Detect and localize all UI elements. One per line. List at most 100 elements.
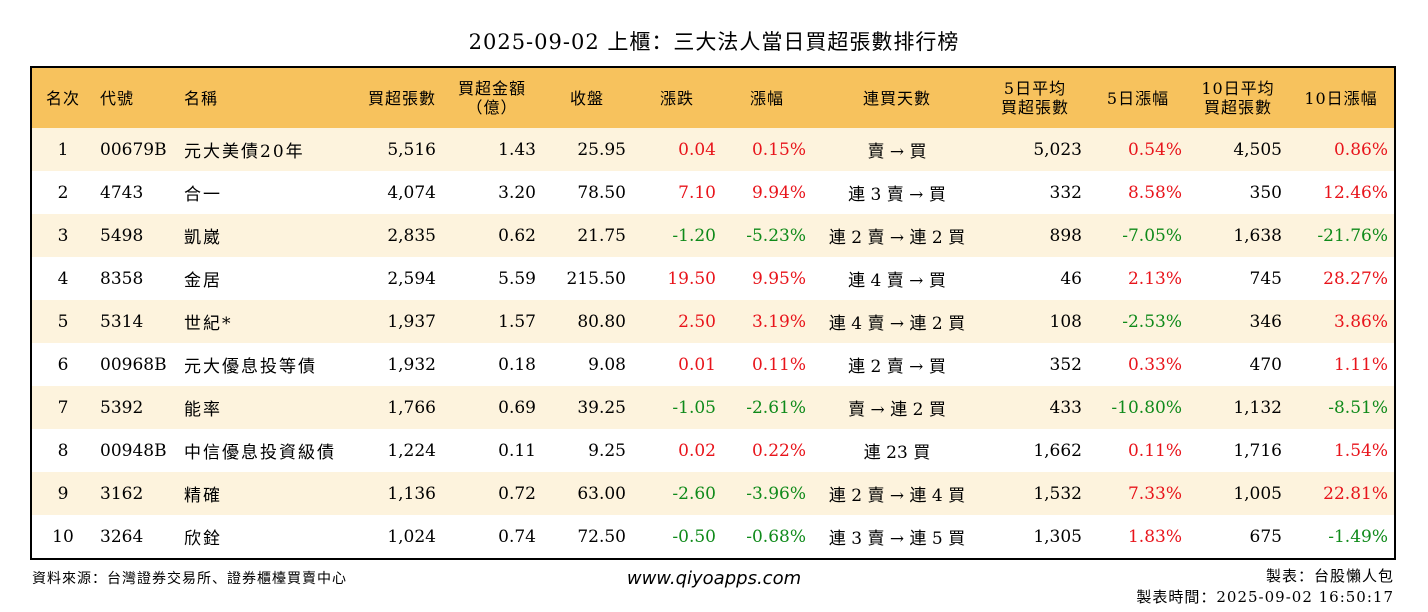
cell-avg10: 4,505 (1233, 139, 1282, 160)
cell-close: 78.50 (577, 182, 626, 203)
table-row: 9 3162 精確 1,136 0.72 63.00 -2.60 -3.96% 連 2 賣 → … (32, 472, 1394, 515)
cell-avg10: 1,716 (1233, 440, 1282, 461)
cell-buy-amount: 0.69 (498, 397, 536, 418)
cell-buy-lots: 1,224 (387, 440, 436, 461)
cell-streak: 連 2 賣 → 連 4 買 (828, 486, 966, 506)
cell-avg10: 1,638 (1233, 225, 1282, 246)
cell-buy-lots: 1,937 (387, 311, 436, 332)
cell-code: 3264 (100, 526, 144, 547)
header-change: 漲跌 (659, 88, 694, 108)
cell-code: 3162 (100, 483, 144, 504)
cell-streak: 賣 → 連 2 買 (848, 400, 946, 420)
header-avg5-line2: 買超張數 (1000, 98, 1069, 117)
cell-avg5: 1,662 (1033, 440, 1082, 461)
cell-chg10: -8.51% (1328, 397, 1388, 418)
cell-chg5: -7.05% (1122, 225, 1182, 246)
table-row: 7 5392 能率 1,766 0.69 39.25 -1.05 -2.61% 賣 → 連 2 … (32, 386, 1394, 429)
cell-chg5: 0.33% (1127, 354, 1182, 375)
cell-streak: 連 4 賣 → 連 2 買 (828, 314, 966, 334)
cell-avg10: 745 (1249, 268, 1282, 289)
cell-avg10: 470 (1249, 354, 1282, 375)
cell-buy-lots: 1,766 (387, 397, 436, 418)
cell-close: 25.95 (577, 139, 626, 160)
cell-chg10: 0.86% (1333, 139, 1388, 160)
cell-streak: 連 4 賣 → 買 (848, 271, 946, 291)
table-row: 8 00948B 中信優息投資級債 1,224 0.11 9.25 0.02 0.22% 連 2… (32, 429, 1394, 472)
cell-buy-amount: 3.20 (498, 182, 536, 203)
cell-avg10: 350 (1249, 182, 1282, 203)
cell-buy-amount: 1.43 (498, 139, 536, 160)
cell-streak: 連 3 賣 → 連 5 買 (828, 529, 966, 549)
cell-avg10: 675 (1249, 526, 1282, 547)
cell-close: 215.50 (566, 268, 626, 289)
ranking-grid: 名次 代號 名稱 買超張數 買超金額 （億） 收盤 漲跌 漲幅 連買天數 5日平… (32, 68, 1394, 558)
cell-chg5: 8.58% (1127, 182, 1182, 203)
header-buy-amount-line2: （億） (466, 98, 518, 117)
header-avg5-line1: 5日平均 (1003, 79, 1067, 98)
cell-change-pct: 0.15% (751, 139, 806, 160)
cell-name: 元大優息投等債 (184, 357, 317, 377)
header-avg10: 10日平均 買超張數 (1188, 68, 1288, 128)
cell-change: 19.50 (667, 268, 716, 289)
header-avg10-line2: 買超張數 (1203, 98, 1272, 117)
cell-change-pct: 9.95% (751, 268, 806, 289)
cell-chg10: 12.46% (1323, 182, 1388, 203)
header-change-pct: 漲幅 (749, 88, 784, 108)
cell-code: 00679B (100, 139, 167, 160)
cell-streak: 賣 → 買 (867, 142, 927, 162)
made-time: 製表時間：2025-09-02 16:50:17 (1136, 588, 1394, 606)
cell-buy-amount: 0.62 (498, 225, 536, 246)
cell-rank: 6 (57, 354, 69, 375)
cell-buy-lots: 1,024 (387, 526, 436, 547)
cell-close: 39.25 (577, 397, 626, 418)
ranking-table: 名次 代號 名稱 買超張數 買超金額 （億） 收盤 漲跌 漲幅 連買天數 5日平… (30, 66, 1396, 560)
cell-chg10: 3.86% (1333, 311, 1388, 332)
cell-chg5: 0.11% (1127, 440, 1182, 461)
table-row: 5 5314 世紀* 1,937 1.57 80.80 2.50 3.19% 連 4 賣 → 連… (32, 300, 1394, 343)
cell-change: -0.50 (672, 526, 716, 547)
cell-buy-amount: 5.59 (498, 268, 536, 289)
cell-buy-amount: 0.11 (498, 440, 536, 461)
cell-avg5: 1,305 (1033, 526, 1082, 547)
cell-chg5: 1.83% (1127, 526, 1182, 547)
cell-change: 0.01 (678, 354, 716, 375)
cell-streak: 連 2 賣 → 連 2 買 (828, 228, 966, 248)
cell-code: 4743 (100, 182, 144, 203)
cell-avg5: 46 (1060, 268, 1082, 289)
cell-rank: 1 (57, 139, 69, 160)
cell-avg5: 352 (1049, 354, 1082, 375)
cell-name: 世紀* (184, 314, 233, 334)
header-buy-lots: 買超張數 (367, 88, 436, 108)
cell-avg10: 1,132 (1233, 397, 1282, 418)
website-link[interactable]: www.qiyoapps.com (626, 568, 802, 589)
cell-chg5: 7.33% (1127, 483, 1182, 504)
cell-change: 0.04 (678, 139, 716, 160)
cell-avg5: 898 (1049, 225, 1082, 246)
cell-chg10: -21.76% (1317, 225, 1388, 246)
cell-chg10: 22.81% (1323, 483, 1388, 504)
cell-name: 中信優息投資級債 (184, 443, 336, 463)
cell-buy-amount: 1.57 (498, 311, 536, 332)
cell-buy-amount: 0.72 (498, 483, 536, 504)
cell-chg5: -10.80% (1111, 397, 1182, 418)
cell-change: -1.20 (672, 225, 716, 246)
cell-avg5: 433 (1049, 397, 1082, 418)
cell-buy-lots: 4,074 (387, 182, 436, 203)
table-body: 1 00679B 元大美債20年 5,516 1.43 25.95 0.04 0.15% 賣 →… (32, 128, 1394, 558)
cell-rank: 3 (57, 225, 69, 246)
cell-streak: 連 23 買 (863, 443, 931, 463)
cell-avg10: 346 (1249, 311, 1282, 332)
cell-name: 欣銓 (184, 529, 222, 549)
cell-buy-amount: 0.18 (498, 354, 536, 375)
cell-buy-lots: 1,932 (387, 354, 436, 375)
cell-streak: 連 2 賣 → 買 (848, 357, 946, 377)
cell-avg5: 5,023 (1033, 139, 1082, 160)
cell-avg5: 1,532 (1033, 483, 1082, 504)
header-buy-amount-line1: 買超金額 (457, 79, 526, 98)
cell-change-pct: -3.96% (746, 483, 806, 504)
cell-chg5: 2.13% (1127, 268, 1182, 289)
cell-buy-lots: 5,516 (387, 139, 436, 160)
cell-name: 能率 (184, 400, 222, 420)
table-row: 4 8358 金居 2,594 5.59 215.50 19.50 9.95% 連 4 賣 → … (32, 257, 1394, 300)
cell-chg5: -2.53% (1122, 311, 1182, 332)
